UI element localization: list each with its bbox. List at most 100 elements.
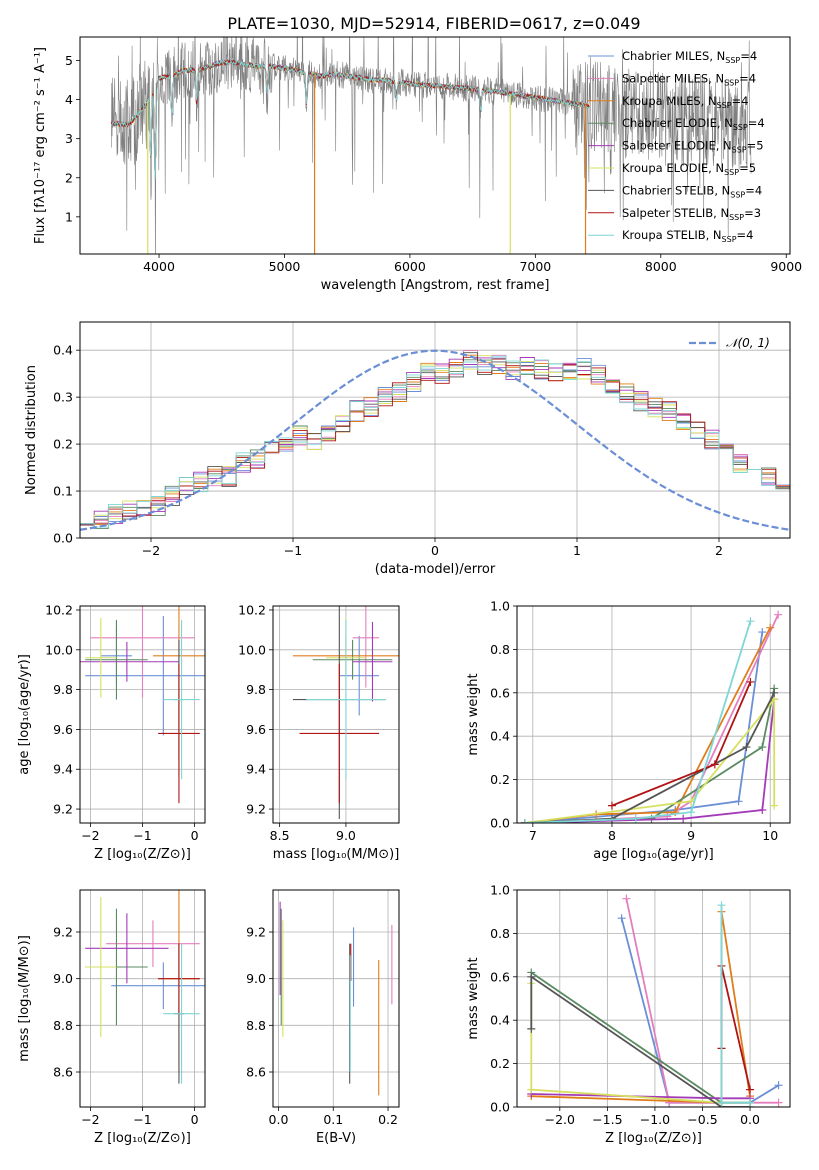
y-tick-label: 9.0 bbox=[53, 971, 73, 986]
x-tick-label: 0.0 bbox=[740, 1112, 760, 1127]
legend-label: Salpeter ELODIE, N bbox=[622, 139, 732, 153]
y-tick-label: 9.2 bbox=[246, 802, 266, 817]
x-tick-label: 0.2 bbox=[378, 1112, 398, 1127]
legend-label: Kroupa ELODIE, N bbox=[622, 161, 724, 175]
x-tick-label: 0 bbox=[431, 543, 439, 558]
series-line-salpeter_stelib bbox=[611, 681, 752, 807]
grid bbox=[517, 605, 790, 824]
legend-label: Kroupa STELIB, N bbox=[622, 228, 722, 242]
legend-label: Chabrier STELIB, N bbox=[622, 183, 730, 197]
y-tick-label: 1.0 bbox=[490, 599, 510, 614]
y-axis-label: mass weight bbox=[466, 673, 481, 755]
x-tick-label: 7 bbox=[529, 828, 537, 843]
x-tick-label: 7000 bbox=[519, 259, 551, 274]
series-line-chabrier_elodie bbox=[524, 688, 776, 823]
plot-area bbox=[80, 349, 790, 538]
series-marker-salpeter_elodie bbox=[758, 805, 767, 814]
axes: 7 8 9 10 0.0 0.2 0.4 0.6 0.8 1.0 age [log₁₀(age/yr… bbox=[466, 599, 791, 862]
series-marker-salpeter_stelib bbox=[607, 801, 616, 810]
chart-spectrum: 4000 5000 6000 7000 8000 9000 1 2 3 4 5 wavelength … bbox=[33, 36, 802, 293]
legend-sub: SSP bbox=[724, 168, 739, 177]
axes-frame bbox=[272, 889, 400, 1108]
plot-area bbox=[85, 890, 205, 1084]
legend-tail: =4 bbox=[737, 228, 754, 242]
chart-age_vs_z: −2 −1 0 9.2 9.4 9.6 9.8 10.0 10.2 Z [log₁₀(Z/Z⊙)]… bbox=[17, 602, 206, 862]
histogram-salpeter_stelib bbox=[80, 356, 790, 538]
legend-sub: SSP bbox=[725, 56, 740, 65]
legend-label: Chabrier ELODIE, N bbox=[622, 116, 733, 130]
y-tick-label: 0.6 bbox=[490, 969, 510, 984]
y-tick-label: 0.4 bbox=[490, 729, 510, 744]
series-marker-kroupa_stelib bbox=[746, 1098, 755, 1107]
series-marker-chabrier_miles bbox=[734, 797, 743, 806]
series-marker-kroupa_stelib bbox=[520, 819, 529, 823]
x-tick-label: 0.0 bbox=[269, 1112, 289, 1127]
x-tick-label: −1 bbox=[284, 543, 302, 558]
series-line-chabrier_miles bbox=[620, 917, 780, 1104]
x-tick-label: 0 bbox=[191, 1112, 199, 1127]
grid bbox=[273, 890, 399, 1107]
axes: −2 −1 0 8.6 8.8 9.0 9.2 Z [log₁₀(Z/Z⊙)] mass [lo… bbox=[17, 889, 206, 1146]
legend-tail: =4 bbox=[739, 71, 756, 85]
series-marker-chabrier_miles bbox=[758, 628, 767, 637]
y-tick-label: 0.3 bbox=[53, 390, 73, 405]
legend-entry-chabrier_elodie: Chabrier ELODIE, NSSP=4 bbox=[622, 116, 765, 132]
x-tick-label: 1 bbox=[573, 543, 581, 558]
series-marker-chabrier_stelib bbox=[770, 688, 779, 697]
y-tick-label: 10.0 bbox=[45, 642, 73, 657]
grid bbox=[80, 890, 205, 1107]
axes-frame bbox=[516, 889, 791, 1108]
observed-spectrum-line bbox=[111, 37, 752, 254]
y-tick-label: 10.2 bbox=[45, 602, 73, 617]
grid bbox=[517, 889, 790, 1108]
legend-label: Salpeter STELIB, N bbox=[622, 206, 729, 220]
x-tick-label: 0 bbox=[191, 828, 199, 843]
series-marker-chabrier_miles bbox=[617, 914, 626, 923]
legend-entry-salpeter_miles: Salpeter MILES, NSSP=4 bbox=[622, 71, 756, 87]
y-tick-label: 9.2 bbox=[246, 925, 266, 940]
legend-sub: SSP bbox=[730, 190, 745, 199]
x-tick-label: −0.5 bbox=[687, 1112, 717, 1127]
legend-sub: SSP bbox=[724, 78, 739, 87]
x-tick-label: 8.5 bbox=[270, 828, 290, 843]
y-tick-label: 9.0 bbox=[246, 971, 266, 986]
y-tick-label: 8.6 bbox=[246, 1065, 266, 1080]
chart-age_vs_mass: 8.5 9.0 9.2 9.4 9.6 9.8 10.0 10.2 mass [log₁₀(M/… bbox=[238, 602, 400, 862]
y-axis-label: Flux [fλ10⁻¹⁷ erg cm⁻² s⁻¹ A⁻¹] bbox=[33, 47, 48, 244]
chart-mass_vs_ebv: 0.0 0.1 0.2 8.6 8.8 9.0 9.2 E(B-V) bbox=[246, 889, 400, 1146]
y-tick-label: 1.0 bbox=[490, 883, 510, 898]
series-marker-salpeter_miles bbox=[774, 610, 783, 619]
x-axis-label: mass [log₁₀(M/M⊙)] bbox=[273, 847, 400, 862]
legend-tail: =4 bbox=[748, 116, 765, 130]
chart-massweight_vs_age: 7 8 9 10 0.0 0.2 0.4 0.6 0.8 1.0 age [log₁₀(age/yr… bbox=[466, 599, 791, 862]
y-tick-label: 0.8 bbox=[490, 642, 510, 657]
legend-entry-salpeter_elodie: Salpeter ELODIE, NSSP=5 bbox=[622, 139, 764, 155]
plot-area bbox=[292, 606, 399, 820]
y-axis-label: mass [log₁₀(M/M⊙)] bbox=[17, 935, 32, 1062]
x-axis-label: wavelength [Angstrom, rest frame] bbox=[321, 278, 550, 293]
series-line-salpeter_elodie bbox=[524, 699, 776, 823]
legend-label: Salpeter MILES, N bbox=[622, 71, 724, 85]
series-line-chabrier_miles bbox=[524, 631, 764, 823]
y-tick-label: 0.6 bbox=[490, 685, 510, 700]
y-axis-label: age [log₁₀(age/yr)] bbox=[17, 654, 32, 775]
legend-entry-kroupa_miles: Kroupa MILES, NSSP=4 bbox=[622, 94, 748, 110]
y-tick-label: 9.4 bbox=[53, 762, 73, 777]
series-marker-kroupa_stelib bbox=[717, 1098, 726, 1107]
x-tick-label: −2 bbox=[142, 543, 160, 558]
x-tick-label: 2 bbox=[715, 543, 723, 558]
legend-sub: SSP bbox=[722, 235, 737, 244]
axes: 0.0 0.1 0.2 8.6 8.8 9.0 9.2 E(B-V) bbox=[246, 889, 400, 1146]
y-tick-label: 10.2 bbox=[238, 602, 266, 617]
series-marker-salpeter_miles bbox=[622, 894, 631, 903]
axes: 8.5 9.0 9.2 9.4 9.6 9.8 10.0 10.2 mass [log₁₀(M/… bbox=[238, 602, 400, 862]
x-tick-label: −2 bbox=[81, 1112, 99, 1127]
x-tick-label: 9000 bbox=[770, 259, 802, 274]
series-line-salpeter_stelib bbox=[720, 965, 751, 1090]
y-tick-label: 4 bbox=[65, 92, 73, 107]
x-axis-label: Z [log₁₀(Z/Z⊙)] bbox=[605, 1131, 702, 1146]
y-tick-label: 9.2 bbox=[53, 925, 73, 940]
x-axis-label: E(B-V) bbox=[316, 1131, 356, 1146]
